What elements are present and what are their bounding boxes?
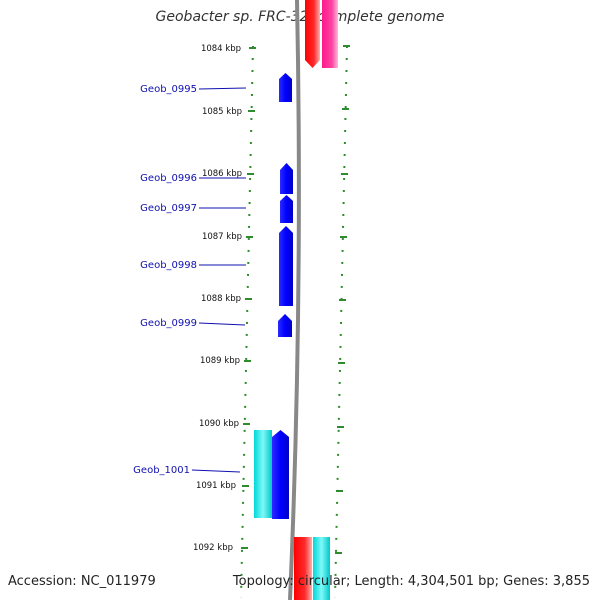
leader-line <box>191 469 241 473</box>
scale-label: 1085 kbp <box>202 107 242 117</box>
accession-text: Accession: NC_011979 <box>8 574 156 589</box>
genome-summary-text: Topology: circular; Length: 4,304,501 bp… <box>232 574 590 589</box>
backbone-line <box>288 0 301 600</box>
scale-label: 1086 kbp <box>202 169 242 179</box>
gene-label-geob-1001[interactable]: Geob_1001 <box>133 465 190 476</box>
gene-label-geob-0996[interactable]: Geob_0996 <box>140 173 197 184</box>
gene-geob-0996 <box>280 163 293 194</box>
major-ticks <box>241 45 350 554</box>
scale-label: 1084 kbp <box>201 44 241 54</box>
gene-geob-0999 <box>278 314 292 337</box>
scale-label: 1089 kbp <box>200 356 240 366</box>
gene-geob-0997 <box>280 195 293 223</box>
gene-geob-0998 <box>279 226 293 306</box>
gene-red-top <box>305 0 320 68</box>
map-title: Geobacter sp. FRC-32, complete genome <box>155 9 445 25</box>
gene-pink-top <box>322 0 338 68</box>
gene-label-geob-0997[interactable]: Geob_0997 <box>140 203 197 214</box>
scale-label: 1090 kbp <box>199 419 239 429</box>
inner-tick-ring <box>240 45 254 599</box>
outer-tick-ring <box>334 45 348 599</box>
gene-geob-0995 <box>279 73 292 102</box>
scale-label: 1088 kbp <box>201 294 241 304</box>
gene-geob-1001 <box>272 430 289 519</box>
label-leaders <box>191 87 247 473</box>
leader-line <box>198 87 247 90</box>
scale-label: 1092 kbp <box>193 543 233 553</box>
gene-label-geob-0995[interactable]: Geob_0995 <box>140 84 197 95</box>
scale-label: 1087 kbp <box>202 232 242 242</box>
scale-label: 1091 kbp <box>196 481 236 491</box>
gene-cyan-left <box>254 430 272 518</box>
gene-red-bottom <box>294 537 312 600</box>
leader-line <box>198 322 246 326</box>
gene-label-geob-0999[interactable]: Geob_0999 <box>140 318 197 329</box>
gene-cyan-bottom <box>313 537 330 600</box>
gene-label-geob-0998[interactable]: Geob_0998 <box>140 260 197 271</box>
